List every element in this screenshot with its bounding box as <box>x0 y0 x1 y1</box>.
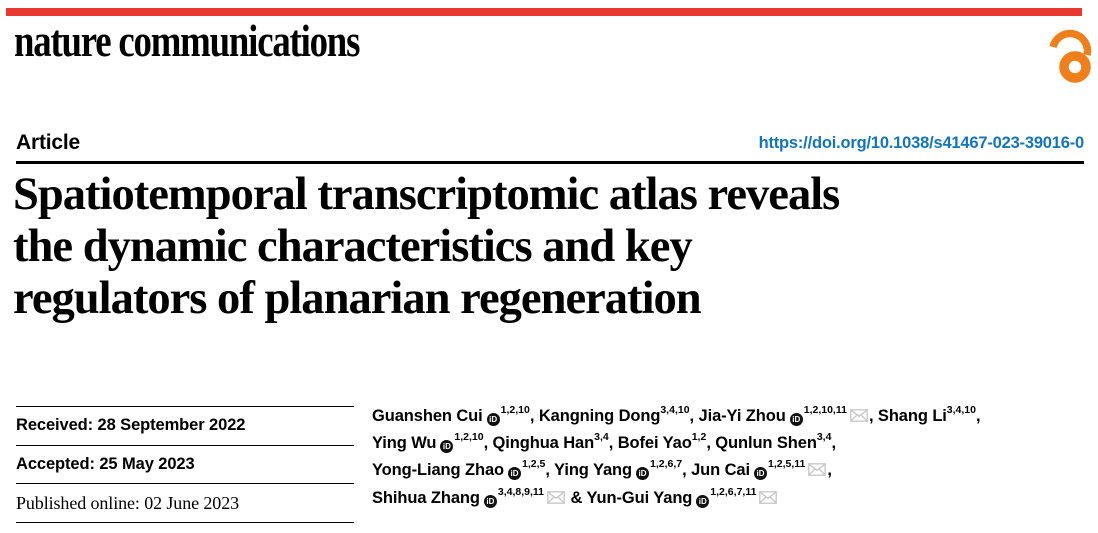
author-list: Guanshen Cui iD1,2,10, Kangning Dong3,4,1… <box>372 403 1090 512</box>
accepted-date: Accepted: 25 May 2023 <box>16 444 354 484</box>
email-icon[interactable] <box>850 409 868 422</box>
affiliation-superscript: 1,2,5 <box>522 458 546 471</box>
masthead-accent-bar <box>6 8 1082 16</box>
paper-title-line: Spatiotemporal transcriptomic atlas reve… <box>13 168 840 220</box>
author-name: Ying Wu <box>372 434 437 453</box>
author-name: Shang Li <box>877 407 947 425</box>
author-separator: , <box>682 461 692 480</box>
email-icon[interactable] <box>759 490 778 504</box>
doi-link[interactable]: https://doi.org/10.1038/s41467-023-39016… <box>758 134 1085 152</box>
author-separator: , <box>689 407 699 425</box>
journal-wordmark: nature communications <box>14 15 360 66</box>
affiliation-superscript: 3,4,8,9,11 <box>497 485 545 498</box>
email-icon[interactable] <box>808 463 827 477</box>
author-name: Yun-Gui Yang <box>586 488 693 507</box>
author-name: Bofei Yao <box>617 434 692 453</box>
orcid-icon[interactable]: iD <box>440 440 454 454</box>
published-online-date: Published online: 02 June 2023 <box>16 483 354 522</box>
affiliation-superscript: 1,2,5,11 <box>768 458 806 471</box>
affiliation-superscript: 1,2,10,11 <box>803 404 847 416</box>
affiliation-superscript: 3,4 <box>594 431 609 444</box>
author-separator: , <box>483 434 493 453</box>
author-name: Jia-Yi Zhou <box>698 407 786 425</box>
affiliation-superscript: 1,2,6,7,11 <box>710 485 757 498</box>
author-separator: , <box>706 434 716 453</box>
affiliation-superscript: 3,4,10 <box>946 404 976 416</box>
author-separator: , <box>545 461 555 480</box>
author-name: Shihua Zhang <box>372 488 480 507</box>
affiliation-superscript: 1,2,10 <box>454 431 484 444</box>
author-separator: , <box>976 407 981 425</box>
affiliation-superscript: 3,4,10 <box>660 404 690 416</box>
author-separator: , <box>868 407 878 425</box>
open-access-icon[interactable] <box>1040 18 1096 84</box>
received-date: Received: 28 September 2022 <box>16 406 354 445</box>
orcid-icon[interactable]: iD <box>696 494 710 508</box>
orcid-icon[interactable]: iD <box>636 467 649 481</box>
dates-table: Received: 28 September 2022 Accepted: 25… <box>16 406 354 523</box>
author-separator: , <box>529 407 539 425</box>
affiliation-superscript: 3,4 <box>816 431 832 444</box>
author-name: Qinghua Han <box>492 434 595 453</box>
orcid-icon[interactable]: iD <box>754 467 767 481</box>
author-name: Qunlun Shen <box>715 434 817 453</box>
affiliation-superscript: 1,2,6,7 <box>650 458 683 471</box>
author-name: Yong-Liang Zhao <box>372 461 505 480</box>
orcid-icon[interactable]: iD <box>508 467 522 481</box>
orcid-icon[interactable]: iD <box>486 413 500 426</box>
article-type-label: Article <box>16 131 80 154</box>
article-header-row: Article https://doi.org/10.1038/s41467-0… <box>16 131 1084 157</box>
email-icon[interactable] <box>547 490 565 504</box>
author-separator: , <box>827 461 832 480</box>
paper-title: Spatiotemporal transcriptomic atlas reve… <box>13 168 1093 324</box>
author-name: Kangning Dong <box>538 407 661 425</box>
orcid-icon[interactable]: iD <box>483 494 497 508</box>
header-divider <box>16 161 1084 164</box>
affiliation-superscript: 1,2,10 <box>500 404 530 416</box>
paper-title-line: the dynamic characteristics and key <box>13 220 693 272</box>
author-name: Ying Yang <box>554 461 632 480</box>
paper-title-line: regulators of planarian regeneration <box>13 272 702 324</box>
author-name: Guanshen Cui <box>372 407 483 425</box>
author-separator: & <box>566 488 587 507</box>
author-separator: , <box>831 434 836 453</box>
orcid-icon[interactable]: iD <box>789 413 803 426</box>
affiliation-superscript: 1,2 <box>691 431 707 444</box>
author-name: Jun Cai <box>691 461 750 480</box>
author-separator: , <box>608 434 618 453</box>
